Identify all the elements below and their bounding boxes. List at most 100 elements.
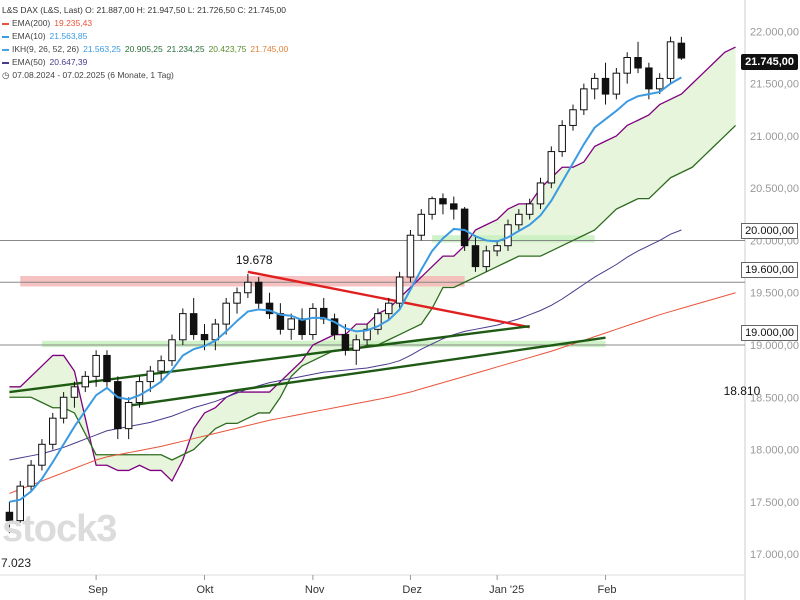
zone-green-2 [41, 340, 606, 348]
candle-body [439, 198, 447, 205]
candle-body [493, 245, 501, 252]
y-tick-label: 18.500,00 [750, 392, 799, 404]
candle-body [482, 250, 491, 268]
y-tick-label: 22.000,00 [750, 26, 799, 38]
candle-body [59, 396, 68, 419]
y-tick-label: 17.000,00 [750, 549, 799, 561]
ikh-value-4: 20.423,75 [208, 44, 247, 54]
candle-body [645, 67, 653, 90]
period-label: 07.08.2024 - 07.02.2025 (6 Monate, 1 Tag… [12, 70, 174, 80]
zone-green-1 [432, 235, 595, 243]
y-tick-label: 19.500,00 [750, 288, 799, 300]
level-tag-19000: 19.000,00 [741, 325, 798, 341]
candle-body [179, 313, 187, 341]
candle-body [38, 443, 46, 466]
ema10-label: EMA(10) [12, 31, 46, 41]
candle-body [157, 360, 165, 372]
candle-body [168, 339, 176, 362]
candle-body [666, 41, 675, 79]
candle-body [135, 381, 144, 404]
ticker-line: L&S DAX (L&S, Last) O: 21.887,00 H: 21.9… [2, 4, 288, 17]
candle-body [16, 485, 25, 522]
ikh-value-2: 20.905,25 [124, 44, 163, 54]
candle-body [146, 370, 155, 383]
y-tick-label: 18.000,00 [750, 445, 799, 457]
x-tick-label: Nov [305, 584, 325, 596]
y-tick-label: 20.500,00 [750, 183, 799, 195]
candle-body [515, 213, 523, 226]
candle-body [460, 208, 469, 247]
x-tick-label: Jan '25 [489, 584, 524, 596]
trendline-green-2 [128, 336, 606, 407]
candle-body [276, 313, 285, 330]
chart-legend: L&S DAX (L&S, Last) O: 21.887,00 H: 21.9… [2, 4, 288, 82]
level-tag-20000: 20.000,00 [741, 223, 798, 239]
corner-value: 7.023 [1, 556, 32, 570]
candle-body [536, 182, 545, 205]
candle-body [471, 245, 480, 268]
candle-body [677, 42, 686, 59]
candle-body [70, 386, 79, 398]
candle-body [92, 354, 100, 377]
annotation-label: 18.810 [724, 384, 761, 398]
candle-body [287, 318, 295, 330]
candle-body [525, 203, 534, 215]
x-tick-label: Feb [598, 584, 617, 596]
y-tick-label: 21.500,00 [750, 79, 799, 91]
candle-body [298, 318, 306, 336]
ema50-label: EMA(50) [12, 57, 46, 67]
ema200-label: EMA(200) [12, 18, 51, 28]
indicator-ema200[interactable]: EMA(200) 19.235,43 [2, 17, 288, 30]
ema10-swatch [2, 35, 9, 38]
period-line: ◷ 07.08.2024 - 07.02.2025 (6 Monate, 1 T… [2, 69, 288, 82]
candle-body [558, 124, 566, 153]
indicator-ema50[interactable]: EMA(50) 20.647,39 [2, 56, 288, 69]
level-tag-19600: 19.600,00 [741, 262, 798, 278]
ikh-swatch [2, 48, 9, 51]
candle-body [330, 318, 339, 336]
candle-body [417, 213, 426, 236]
ema50-value: 20.647,39 [49, 57, 88, 67]
candle-body [233, 292, 241, 304]
ema200-line [9, 292, 736, 494]
ikh-value-5: 21.745,00 [250, 44, 289, 54]
ticker-ohlc: L&S DAX (L&S, Last) O: 21.887,00 H: 21.9… [2, 5, 286, 15]
candle-body [428, 198, 436, 215]
candle-body [341, 334, 350, 351]
candle-body [309, 307, 317, 336]
candle-body [27, 464, 35, 487]
ema50-swatch [2, 61, 9, 64]
candle-body [222, 302, 230, 325]
candle-body [612, 72, 621, 95]
x-tick-label: Okt [197, 584, 214, 596]
y-tick-label: 21.000,00 [750, 131, 799, 143]
clock-icon: ◷ [2, 70, 10, 80]
zone-red-0 [20, 276, 465, 287]
candle-body [590, 77, 599, 90]
candle-body [406, 234, 415, 278]
span-a-line [9, 46, 736, 482]
candle-body [114, 381, 122, 430]
ema200-value: 19.235,43 [54, 18, 93, 28]
candle-body [450, 203, 458, 210]
candle-body [103, 354, 111, 383]
ikh-label: IKH(9, 26, 52, 26) [12, 44, 80, 54]
candle-body [124, 402, 133, 430]
indicator-ema10[interactable]: EMA(10) 21.563,85 [2, 30, 288, 43]
candle-body [81, 375, 90, 388]
candle-body [244, 281, 252, 294]
candle-body [265, 302, 274, 315]
candle-body [655, 77, 664, 90]
ikh-value-3: 21.234,25 [166, 44, 205, 54]
stock3-logo: stock3 [2, 508, 117, 550]
candle-body [547, 151, 556, 184]
x-tick-label: Sep [88, 584, 108, 596]
candle-body [385, 302, 393, 315]
candle-body [200, 334, 209, 341]
indicator-ikh[interactable]: IKH(9, 26, 52, 26) 21.563,25 20.905,25 2… [2, 43, 288, 56]
last-price-tag: 21.745,00 [741, 54, 798, 70]
candle-body [49, 417, 57, 445]
ikh-value-1: 21.563,25 [83, 44, 121, 54]
ema10-line [9, 76, 682, 503]
